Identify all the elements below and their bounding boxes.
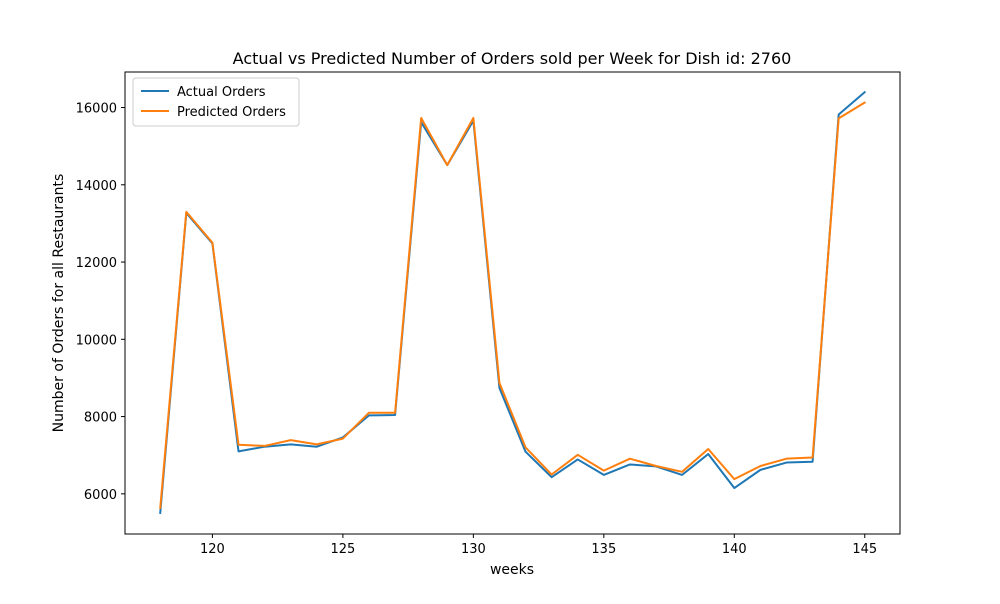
y-tick-label: 12000 <box>76 256 117 271</box>
data-point <box>785 462 787 464</box>
legend: Actual Orders Predicted Orders <box>132 77 300 127</box>
data-point <box>238 450 240 452</box>
data-point <box>864 102 866 104</box>
data-point <box>603 474 605 476</box>
x-tick-label: 130 <box>461 542 486 557</box>
y-tick-label: 16000 <box>76 102 117 117</box>
data-point <box>603 470 605 472</box>
data-point <box>368 412 370 414</box>
data-point <box>159 507 161 509</box>
data-point <box>681 474 683 476</box>
legend-label: Predicted Orders <box>177 105 286 120</box>
data-point <box>342 438 344 440</box>
data-point <box>629 458 631 460</box>
data-point <box>316 446 318 448</box>
x-tick-label: 135 <box>591 542 616 557</box>
data-point <box>264 445 266 447</box>
y-tick-label: 10000 <box>76 333 117 348</box>
data-point <box>211 242 213 244</box>
data-point <box>629 463 631 465</box>
series-line-predicted <box>159 101 866 510</box>
legend-label: Actual Orders <box>177 85 266 100</box>
x-tick-label: 120 <box>200 542 225 557</box>
legend-box <box>132 77 300 127</box>
plot-frame <box>124 71 901 535</box>
data-point <box>316 443 318 445</box>
data-point <box>525 451 527 453</box>
data-point <box>525 446 527 448</box>
data-point <box>733 478 735 480</box>
data-point <box>290 443 292 445</box>
x-axis-label: weeks <box>490 562 534 578</box>
y-tick-label: 6000 <box>84 488 117 503</box>
x-tick-label: 125 <box>330 542 355 557</box>
data-point <box>159 512 161 514</box>
data-point <box>185 211 187 213</box>
data-point <box>838 117 840 119</box>
y-tick-label: 8000 <box>84 411 117 426</box>
data-point <box>394 414 396 416</box>
data-point <box>707 453 709 455</box>
data-point <box>238 444 240 446</box>
data-point <box>420 117 422 119</box>
data-point <box>290 439 292 441</box>
chart-title: Actual vs Predicted Number of Orders sol… <box>233 49 792 68</box>
data-point <box>759 469 761 471</box>
data-point <box>498 382 500 384</box>
data-point <box>759 465 761 467</box>
data-point <box>394 412 396 414</box>
y-tick-label: 14000 <box>76 179 117 194</box>
data-point <box>707 448 709 450</box>
data-point <box>551 476 553 478</box>
data-point <box>551 474 553 476</box>
x-tick-label: 145 <box>852 542 877 557</box>
data-point <box>577 454 579 456</box>
data-point <box>446 164 448 166</box>
data-point <box>785 458 787 460</box>
data-point <box>577 458 579 460</box>
data-point <box>472 117 474 119</box>
data-point <box>655 465 657 467</box>
data-point <box>838 113 840 115</box>
data-point <box>812 461 814 463</box>
data-point <box>733 487 735 489</box>
series-line-actual <box>159 91 866 515</box>
data-point <box>681 471 683 473</box>
data-point <box>812 457 814 459</box>
y-axis-label: Number of Orders for all Restaurants <box>51 174 67 433</box>
data-point <box>864 91 866 93</box>
x-tick-label: 140 <box>722 542 747 557</box>
